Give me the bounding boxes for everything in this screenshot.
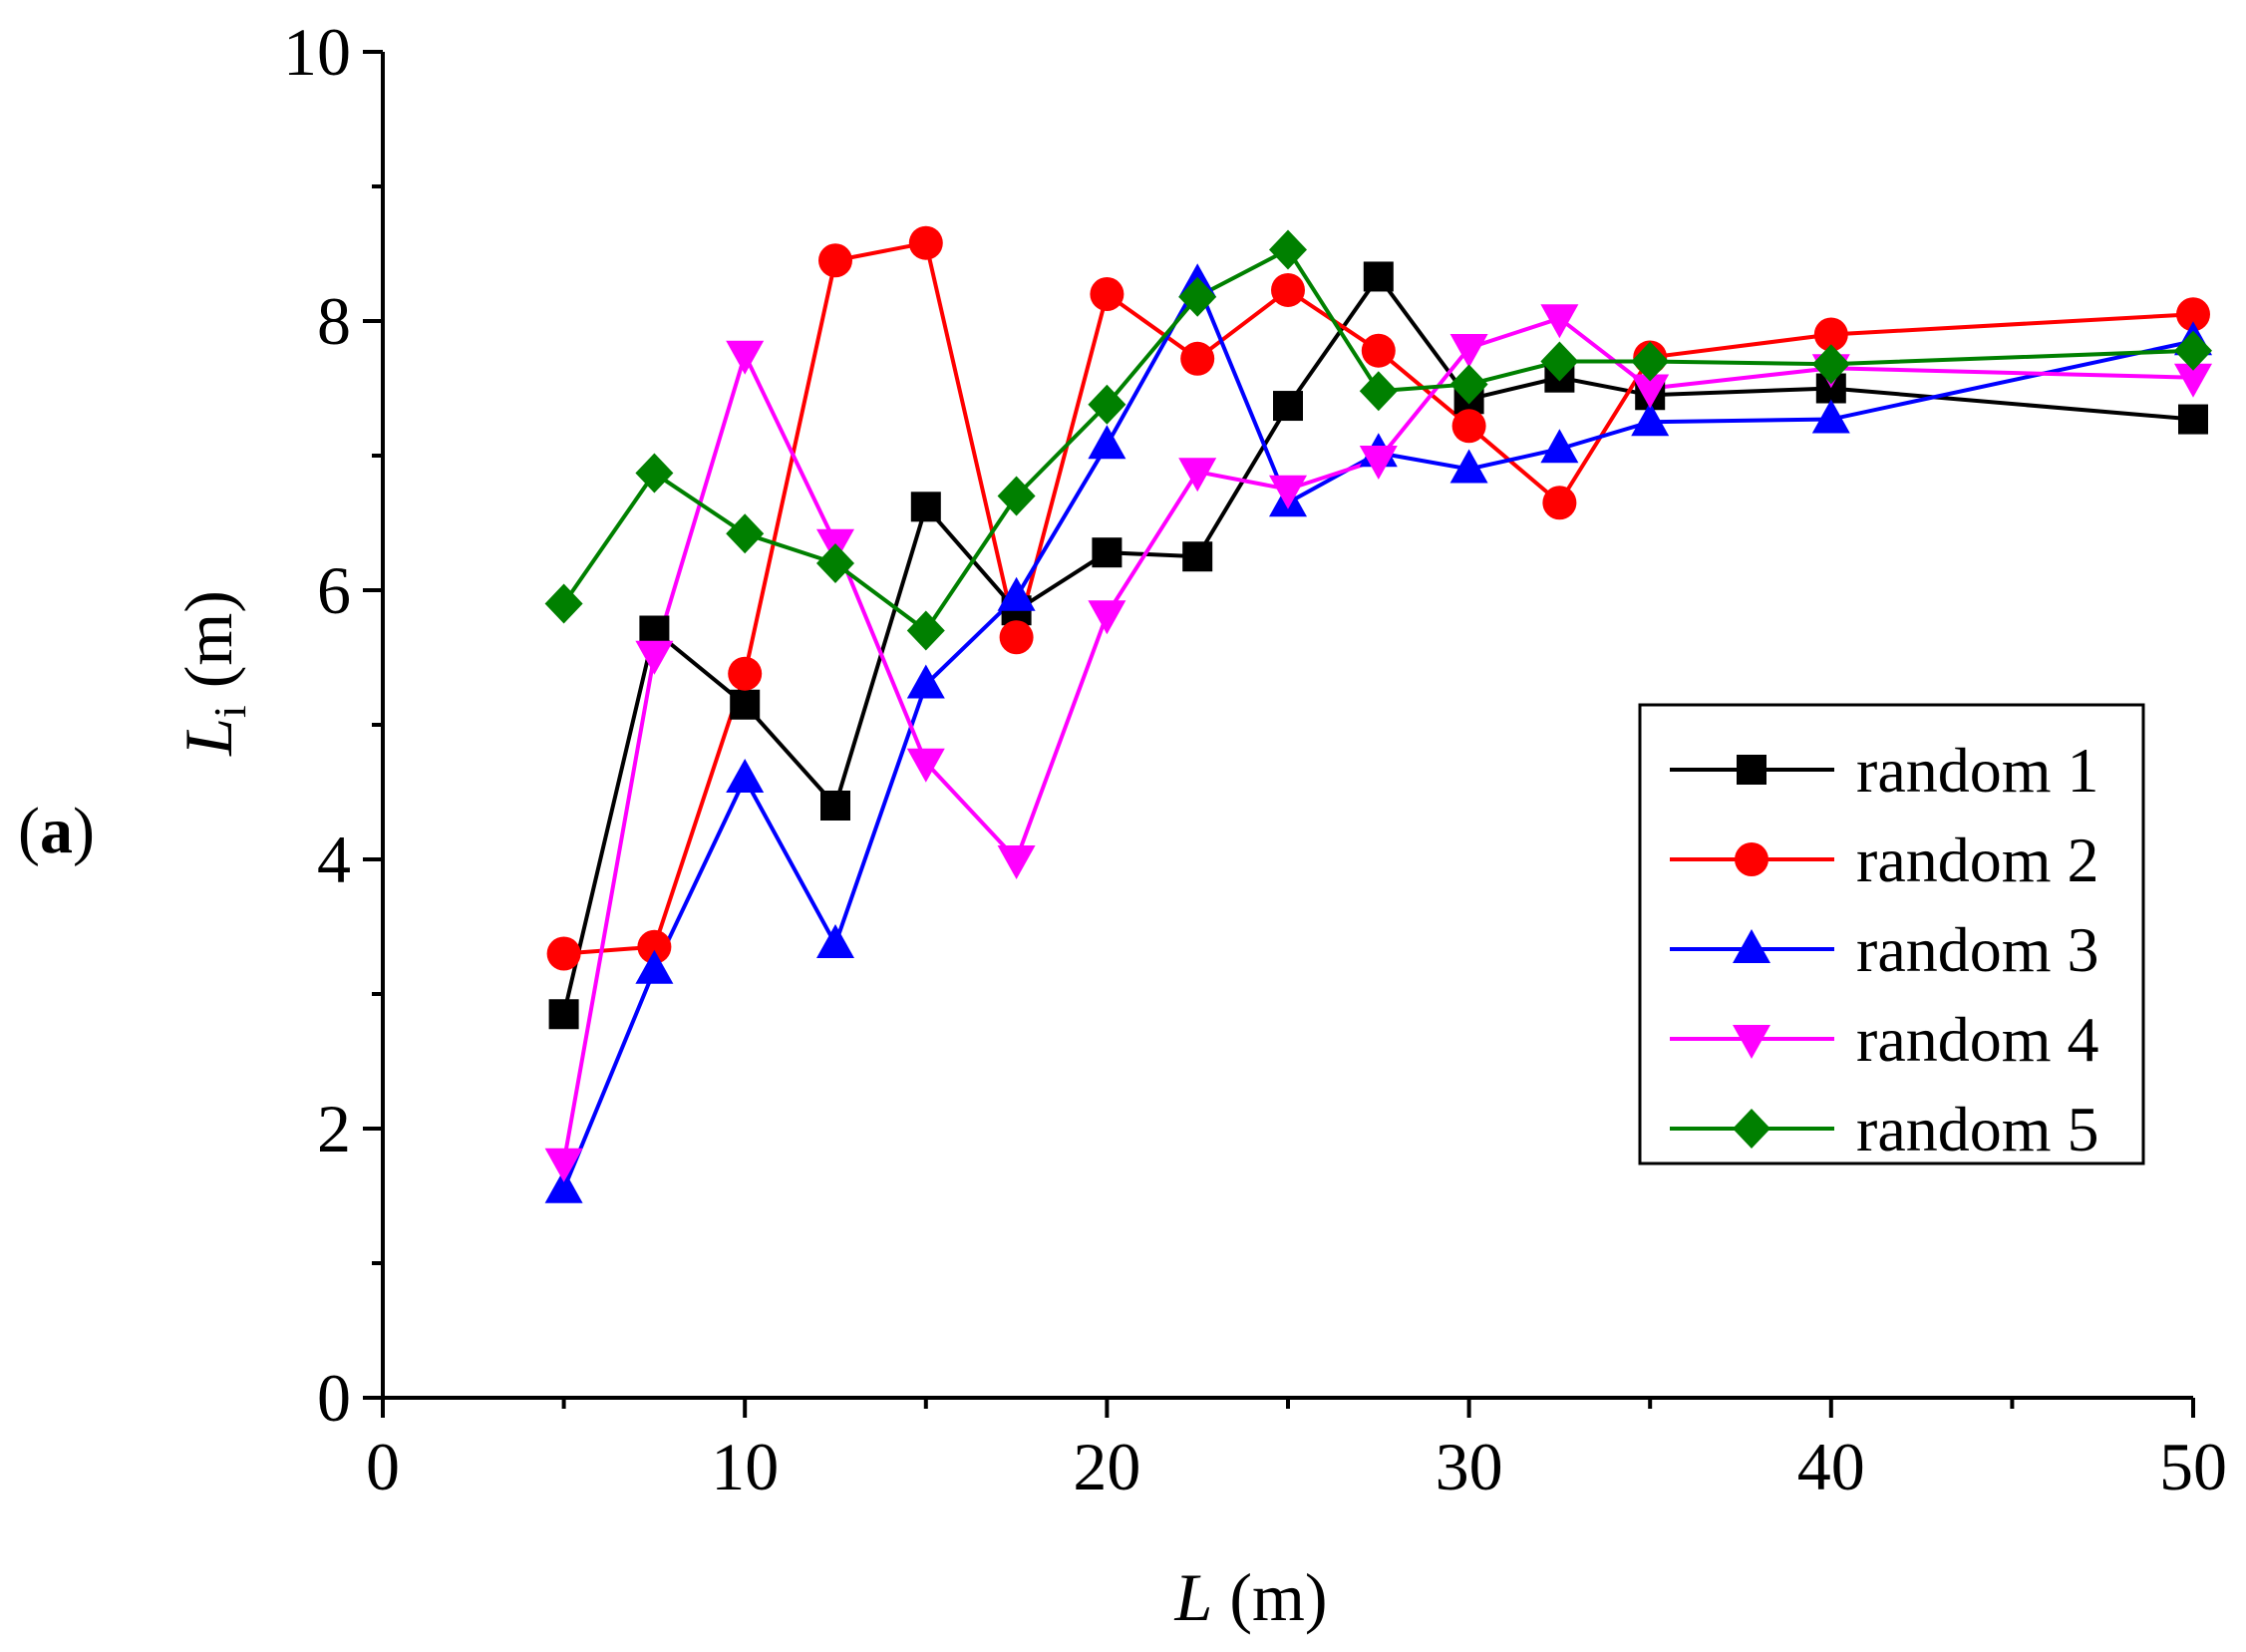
data-point-random-5: [726, 513, 765, 554]
data-point-random-2: [908, 225, 943, 260]
x-tick-label: 20: [1073, 1429, 1140, 1504]
data-point-random-2: [999, 620, 1034, 655]
y-tick-label: 6: [317, 552, 351, 628]
y-tick-label: 8: [317, 283, 351, 359]
y-tick-label: 2: [317, 1091, 351, 1166]
data-point-random-3: [726, 759, 765, 793]
data-point-random-5: [1088, 384, 1126, 425]
data-point-random-5: [544, 583, 583, 624]
data-point-random-2: [1813, 317, 1848, 352]
data-point-random-2: [1361, 333, 1396, 368]
data-point-random-4: [1359, 446, 1398, 481]
data-point-random-4: [1088, 600, 1126, 635]
legend-label-random-4: random 4: [1856, 1004, 2099, 1075]
data-point-random-4: [1449, 334, 1488, 368]
data-point-random-5: [1359, 371, 1398, 412]
data-point-random-5: [1631, 341, 1670, 382]
data-point-random-5: [997, 476, 1036, 516]
legend-label-random-3: random 3: [1856, 914, 2099, 985]
data-point-random-2: [2176, 297, 2210, 332]
x-tick-label: 30: [1436, 1429, 1503, 1504]
data-point-random-4: [1631, 374, 1670, 409]
data-point-random-2: [1180, 341, 1215, 376]
y-axis-title: Li (m): [170, 590, 255, 757]
data-point-random-1: [910, 492, 941, 522]
data-point-random-4: [1540, 304, 1579, 339]
data-point-random-1: [820, 791, 850, 821]
legend-marker-random-4: [1733, 1025, 1770, 1059]
data-point-random-3: [1811, 399, 1850, 434]
x-tick-label: 50: [2159, 1429, 2227, 1504]
legend-label-random-5: random 5: [1856, 1094, 2099, 1164]
x-tick-label: 40: [1797, 1429, 1865, 1504]
data-point-random-1: [1273, 391, 1303, 422]
legend-box: [1638, 703, 2145, 1165]
y-tick-label: 4: [317, 822, 351, 897]
data-point-random-5: [1811, 344, 1850, 385]
x-axis-title: L (m): [1173, 1559, 1327, 1635]
data-point-random-4: [1178, 458, 1217, 493]
data-point-random-1: [1092, 537, 1123, 568]
panel-label: (a): [18, 795, 95, 867]
data-point-random-1: [1363, 261, 1394, 292]
data-point-random-3: [635, 949, 674, 984]
data-point-random-2: [728, 656, 763, 691]
data-point-random-3: [1449, 449, 1488, 484]
data-point-random-1: [1182, 541, 1213, 572]
data-point-random-2: [546, 936, 581, 971]
legend-marker-random-2: [1735, 842, 1768, 876]
data-point-random-3: [1088, 425, 1126, 460]
data-point-random-1: [730, 689, 761, 720]
legend: random 1 random 2 random 3 random 4 random 5: [1638, 703, 2145, 1165]
x-tick-label: 0: [366, 1429, 400, 1504]
data-point-random-4: [1269, 475, 1307, 509]
data-point-random-3: [1631, 402, 1670, 437]
data-point-random-2: [637, 929, 672, 964]
axes: 0 10 20 30 40 50 0 2 4 6 8 10: [283, 14, 2227, 1504]
data-point-random-1: [548, 999, 579, 1030]
data-point-random-4: [635, 640, 674, 675]
data-point-random-5: [2174, 330, 2212, 371]
data-point-random-1: [639, 615, 670, 646]
data-point-random-5: [1178, 276, 1217, 317]
data-point-random-3: [997, 576, 1036, 611]
data-point-random-1: [2178, 404, 2208, 435]
data-point-random-4: [997, 845, 1036, 879]
data-point-random-4: [544, 1148, 583, 1182]
data-point-random-5: [1540, 341, 1579, 382]
data-point-random-2: [1451, 409, 1486, 444]
data-point-random-3: [1540, 429, 1579, 464]
data-point-random-3: [816, 924, 854, 959]
data-point-random-4: [726, 340, 765, 375]
data-point-random-2: [818, 243, 852, 278]
data-point-random-3: [906, 664, 945, 699]
data-point-random-5: [1449, 364, 1488, 405]
series-markers: [544, 225, 2212, 1203]
data-point-random-2: [1542, 486, 1577, 520]
legend-label-random-2: random 2: [1856, 825, 2099, 895]
data-point-random-5: [635, 453, 674, 494]
legend-label-random-1: random 1: [1856, 735, 2099, 806]
data-point-random-5: [816, 543, 854, 583]
legend-marker-random-3: [1733, 929, 1770, 963]
data-point-random-3: [544, 1168, 583, 1203]
data-point-random-5: [906, 610, 945, 651]
data-point-random-5: [1269, 229, 1307, 270]
data-point-random-2: [1271, 272, 1305, 307]
y-tick-label: 10: [283, 14, 351, 90]
data-point-random-4: [906, 748, 945, 783]
x-tick-label: 10: [711, 1429, 779, 1504]
data-point-random-2: [1090, 277, 1124, 311]
legend-marker-random-1: [1737, 755, 1766, 785]
y-tick-label: 0: [317, 1360, 351, 1436]
data-point-random-4: [2174, 363, 2212, 398]
legend-marker-random-5: [1733, 1109, 1770, 1149]
